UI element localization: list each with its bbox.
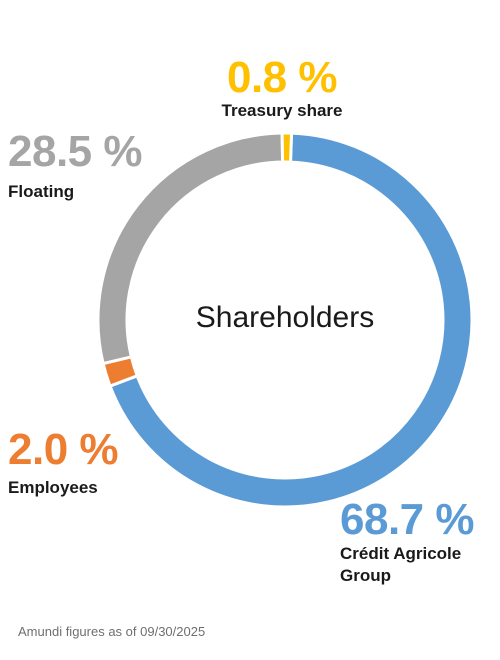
credit-agricole-label-line2: Group xyxy=(340,566,391,585)
employees-category-label: Employees xyxy=(8,478,98,497)
treasury-category-label: Treasury share xyxy=(221,101,343,120)
credit-agricole-category-label: Crédit Agricole Group xyxy=(340,543,490,587)
floating-percent-label: 28.5 % xyxy=(8,127,142,176)
treasury-percent-label: 0.8 % xyxy=(226,53,338,102)
floating-category-label: Floating xyxy=(8,182,75,201)
credit-agricole-percent-label: 68.7 % xyxy=(340,495,474,544)
footnote: Amundi figures as of 09/30/2025 xyxy=(18,624,206,639)
credit-agricole-label-line1: Crédit Agricole xyxy=(340,544,462,563)
donut-slice-treasury xyxy=(280,131,294,164)
chart-center-title: Shareholders xyxy=(195,301,375,334)
donut-slice-credit xyxy=(108,131,474,509)
employees-percent-label: 2.0 % xyxy=(8,425,119,474)
